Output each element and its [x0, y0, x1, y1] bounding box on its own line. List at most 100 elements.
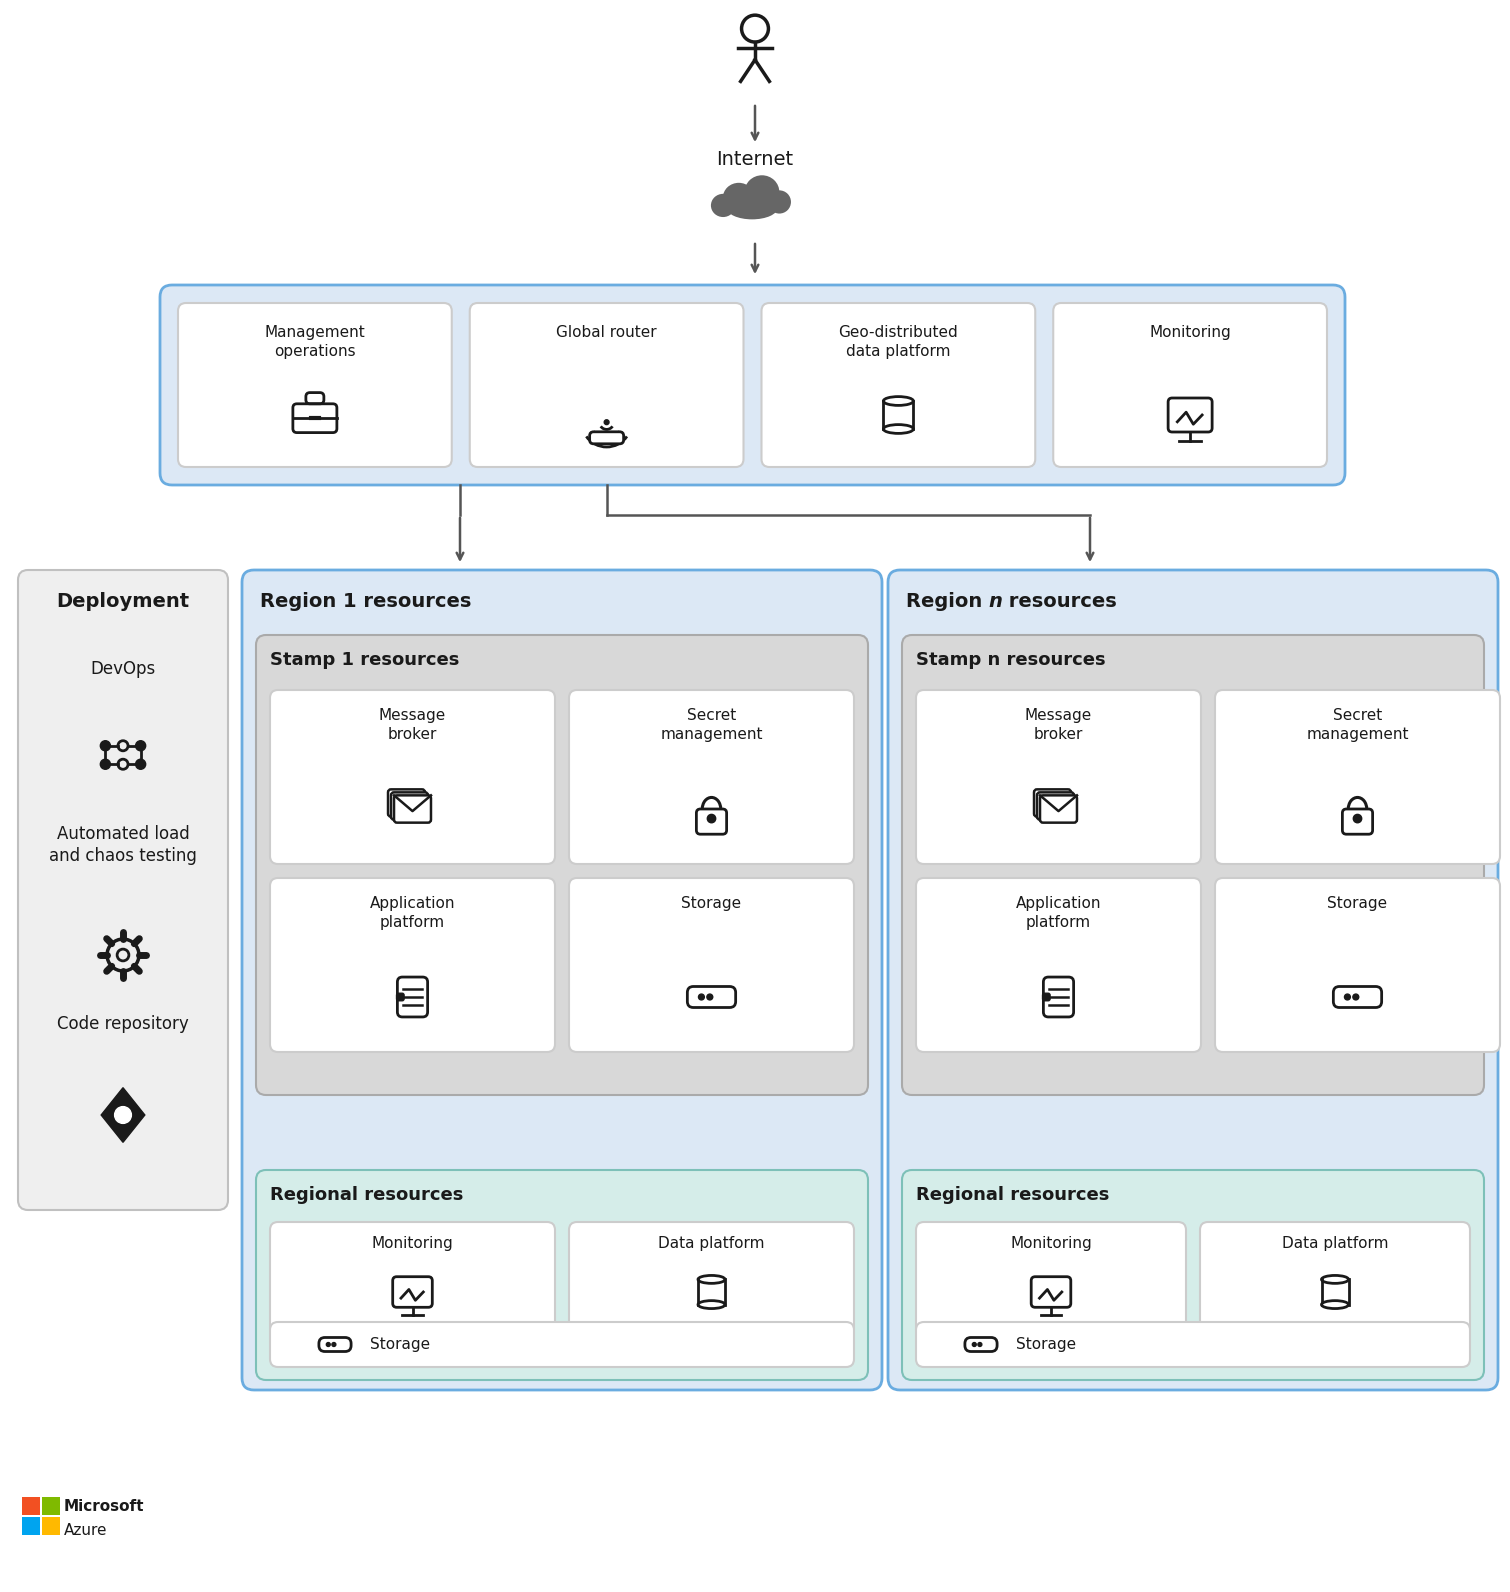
- Circle shape: [972, 1342, 977, 1347]
- FancyBboxPatch shape: [1043, 977, 1074, 1017]
- Text: Global router: Global router: [556, 325, 657, 341]
- Ellipse shape: [767, 191, 791, 213]
- Text: Monitoring: Monitoring: [1010, 1235, 1092, 1251]
- Text: Regional resources: Regional resources: [917, 1186, 1110, 1204]
- FancyBboxPatch shape: [270, 1223, 556, 1337]
- FancyBboxPatch shape: [1342, 809, 1373, 834]
- FancyBboxPatch shape: [319, 1337, 352, 1352]
- FancyBboxPatch shape: [178, 302, 451, 466]
- Circle shape: [115, 1106, 131, 1124]
- Ellipse shape: [711, 194, 735, 217]
- FancyBboxPatch shape: [569, 689, 855, 864]
- FancyBboxPatch shape: [917, 1223, 1185, 1337]
- Text: Regional resources: Regional resources: [270, 1186, 464, 1204]
- Text: n: n: [988, 592, 1001, 611]
- FancyBboxPatch shape: [397, 993, 405, 1001]
- FancyBboxPatch shape: [1037, 793, 1074, 820]
- FancyBboxPatch shape: [1200, 1223, 1471, 1337]
- Circle shape: [136, 740, 145, 751]
- FancyBboxPatch shape: [393, 1277, 432, 1307]
- Circle shape: [699, 993, 704, 1000]
- Polygon shape: [101, 1087, 145, 1143]
- Text: Code repository: Code repository: [57, 1016, 189, 1033]
- FancyBboxPatch shape: [569, 1223, 855, 1337]
- Circle shape: [136, 759, 145, 769]
- FancyBboxPatch shape: [1169, 398, 1213, 431]
- Text: Azure: Azure: [63, 1524, 107, 1538]
- FancyBboxPatch shape: [242, 570, 882, 1390]
- FancyBboxPatch shape: [687, 987, 735, 1008]
- FancyBboxPatch shape: [569, 879, 855, 1052]
- FancyBboxPatch shape: [901, 1170, 1484, 1380]
- FancyBboxPatch shape: [160, 285, 1345, 486]
- Circle shape: [978, 1342, 982, 1347]
- FancyBboxPatch shape: [1042, 993, 1049, 1001]
- Ellipse shape: [723, 183, 755, 213]
- Text: Secret
management: Secret management: [1306, 708, 1409, 742]
- Ellipse shape: [698, 1301, 725, 1309]
- Circle shape: [1353, 993, 1359, 1000]
- Text: Application
platform: Application platform: [370, 896, 455, 930]
- FancyBboxPatch shape: [917, 1321, 1471, 1368]
- FancyBboxPatch shape: [257, 1170, 868, 1380]
- Ellipse shape: [744, 175, 779, 209]
- Bar: [42, 1517, 60, 1535]
- Text: Message
broker: Message broker: [1025, 708, 1092, 742]
- FancyBboxPatch shape: [270, 879, 556, 1052]
- Text: Deployment: Deployment: [56, 592, 190, 611]
- Bar: [23, 1517, 39, 1535]
- Text: Message
broker: Message broker: [379, 708, 445, 742]
- Ellipse shape: [1321, 1301, 1348, 1309]
- Text: DevOps: DevOps: [91, 661, 156, 678]
- Text: Stamp 1 resources: Stamp 1 resources: [270, 651, 459, 669]
- FancyBboxPatch shape: [470, 302, 743, 466]
- FancyBboxPatch shape: [388, 790, 424, 817]
- Text: Storage: Storage: [1016, 1337, 1077, 1352]
- FancyBboxPatch shape: [1054, 302, 1327, 466]
- FancyBboxPatch shape: [917, 879, 1200, 1052]
- FancyBboxPatch shape: [397, 977, 427, 1017]
- Text: Microsoft: Microsoft: [63, 1500, 145, 1514]
- Text: Stamp n resources: Stamp n resources: [917, 651, 1105, 669]
- Text: Storage: Storage: [1327, 896, 1388, 911]
- Text: Geo-distributed
data platform: Geo-distributed data platform: [838, 325, 959, 358]
- FancyBboxPatch shape: [1031, 1277, 1071, 1307]
- Text: Monitoring: Monitoring: [1149, 325, 1231, 341]
- Ellipse shape: [1321, 1275, 1348, 1283]
- FancyBboxPatch shape: [901, 635, 1484, 1095]
- Ellipse shape: [726, 196, 778, 220]
- Ellipse shape: [883, 396, 914, 406]
- FancyBboxPatch shape: [1216, 879, 1499, 1052]
- FancyBboxPatch shape: [589, 431, 624, 444]
- FancyBboxPatch shape: [1040, 796, 1077, 823]
- FancyBboxPatch shape: [18, 570, 228, 1210]
- FancyBboxPatch shape: [293, 404, 337, 433]
- FancyBboxPatch shape: [270, 1321, 855, 1368]
- Text: Data platform: Data platform: [1282, 1235, 1388, 1251]
- FancyBboxPatch shape: [696, 809, 726, 834]
- Ellipse shape: [883, 425, 914, 433]
- Text: Internet: Internet: [716, 150, 794, 169]
- Text: Application
platform: Application platform: [1016, 896, 1101, 930]
- Text: Storage: Storage: [370, 1337, 430, 1352]
- Circle shape: [707, 815, 716, 823]
- Text: Region: Region: [906, 592, 989, 611]
- FancyBboxPatch shape: [394, 796, 430, 823]
- FancyBboxPatch shape: [917, 689, 1200, 864]
- Text: Management
operations: Management operations: [264, 325, 365, 358]
- Text: Secret
management: Secret management: [660, 708, 763, 742]
- Text: resources: resources: [1003, 592, 1117, 611]
- Circle shape: [100, 740, 110, 751]
- FancyBboxPatch shape: [965, 1337, 997, 1352]
- Text: Storage: Storage: [681, 896, 741, 911]
- Circle shape: [100, 759, 110, 769]
- Text: Data platform: Data platform: [658, 1235, 764, 1251]
- FancyBboxPatch shape: [761, 302, 1036, 466]
- Circle shape: [326, 1342, 331, 1347]
- Circle shape: [1344, 993, 1350, 1000]
- FancyBboxPatch shape: [1333, 987, 1382, 1008]
- Ellipse shape: [698, 1275, 725, 1283]
- FancyBboxPatch shape: [888, 570, 1498, 1390]
- FancyBboxPatch shape: [1216, 689, 1499, 864]
- Circle shape: [1353, 815, 1362, 823]
